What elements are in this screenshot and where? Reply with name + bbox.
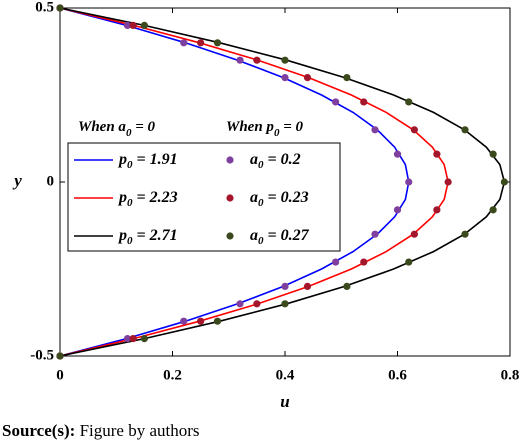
legend-label: a0 = 0.2 bbox=[250, 151, 301, 171]
y-axis-label: y bbox=[12, 171, 22, 190]
legend-header: When p0 = 0 bbox=[226, 119, 303, 138]
source-text: Figure by authors bbox=[80, 421, 200, 440]
source: Source(s): Figure by authors bbox=[2, 421, 200, 440]
marker bbox=[405, 258, 413, 266]
y-tick-label: 0 bbox=[47, 173, 55, 189]
x-tick-label: 0 bbox=[56, 367, 64, 383]
marker bbox=[444, 178, 452, 186]
legend-label: a0 = 0.23 bbox=[250, 189, 309, 209]
marker bbox=[281, 74, 289, 82]
marker bbox=[180, 39, 188, 47]
marker bbox=[393, 206, 402, 214]
marker bbox=[236, 56, 244, 64]
legend-label: p0 = 2.71 bbox=[117, 227, 178, 247]
marker bbox=[371, 126, 379, 134]
marker bbox=[213, 39, 222, 47]
marker bbox=[433, 206, 441, 214]
marker bbox=[489, 206, 497, 214]
legend-label: p0 = 2.23 bbox=[117, 189, 178, 209]
marker bbox=[123, 21, 132, 29]
marker bbox=[123, 335, 132, 343]
marker bbox=[197, 39, 205, 47]
marker bbox=[140, 335, 148, 343]
marker bbox=[213, 317, 222, 325]
marker bbox=[489, 150, 497, 158]
marker bbox=[343, 282, 351, 290]
legend-marker bbox=[226, 194, 234, 202]
legend-label: p0 = 1.91 bbox=[117, 151, 178, 171]
marker bbox=[197, 317, 205, 325]
x-tick-label: 0.6 bbox=[388, 367, 407, 383]
marker bbox=[140, 21, 148, 29]
marker bbox=[410, 126, 418, 134]
marker bbox=[461, 126, 469, 134]
marker bbox=[405, 178, 413, 186]
marker bbox=[405, 98, 413, 106]
marker bbox=[371, 230, 379, 238]
marker bbox=[332, 258, 340, 266]
source-label: Source(s): bbox=[2, 421, 75, 440]
marker bbox=[303, 282, 312, 290]
marker bbox=[433, 150, 441, 158]
legend-marker bbox=[226, 232, 234, 240]
marker bbox=[461, 230, 469, 238]
marker bbox=[410, 230, 418, 238]
legend-label: a0 = 0.27 bbox=[250, 227, 310, 247]
marker bbox=[281, 56, 289, 64]
marker bbox=[56, 4, 64, 12]
marker bbox=[332, 98, 340, 106]
marker bbox=[253, 300, 261, 308]
y-tick-label: 0.5 bbox=[35, 0, 54, 15]
marker bbox=[129, 335, 137, 343]
legend-box bbox=[67, 142, 341, 252]
legend-header: When a0 = 0 bbox=[78, 119, 155, 138]
x-tick-label: 0.4 bbox=[276, 367, 295, 383]
x-tick-label: 0.8 bbox=[501, 367, 520, 383]
x-tick-label: 0.2 bbox=[163, 367, 182, 383]
marker bbox=[500, 178, 508, 186]
marker bbox=[56, 352, 64, 360]
legend-marker bbox=[226, 156, 234, 164]
x-axis-label: u bbox=[280, 392, 289, 411]
y-tick-label: -0.5 bbox=[30, 347, 54, 363]
marker bbox=[303, 74, 312, 82]
marker bbox=[236, 300, 244, 308]
marker bbox=[281, 282, 289, 290]
marker bbox=[180, 317, 188, 325]
marker bbox=[360, 98, 368, 106]
marker bbox=[281, 300, 289, 308]
marker bbox=[343, 74, 351, 82]
marker bbox=[393, 150, 402, 158]
marker bbox=[129, 21, 137, 29]
marker bbox=[253, 56, 261, 64]
marker bbox=[360, 258, 368, 266]
